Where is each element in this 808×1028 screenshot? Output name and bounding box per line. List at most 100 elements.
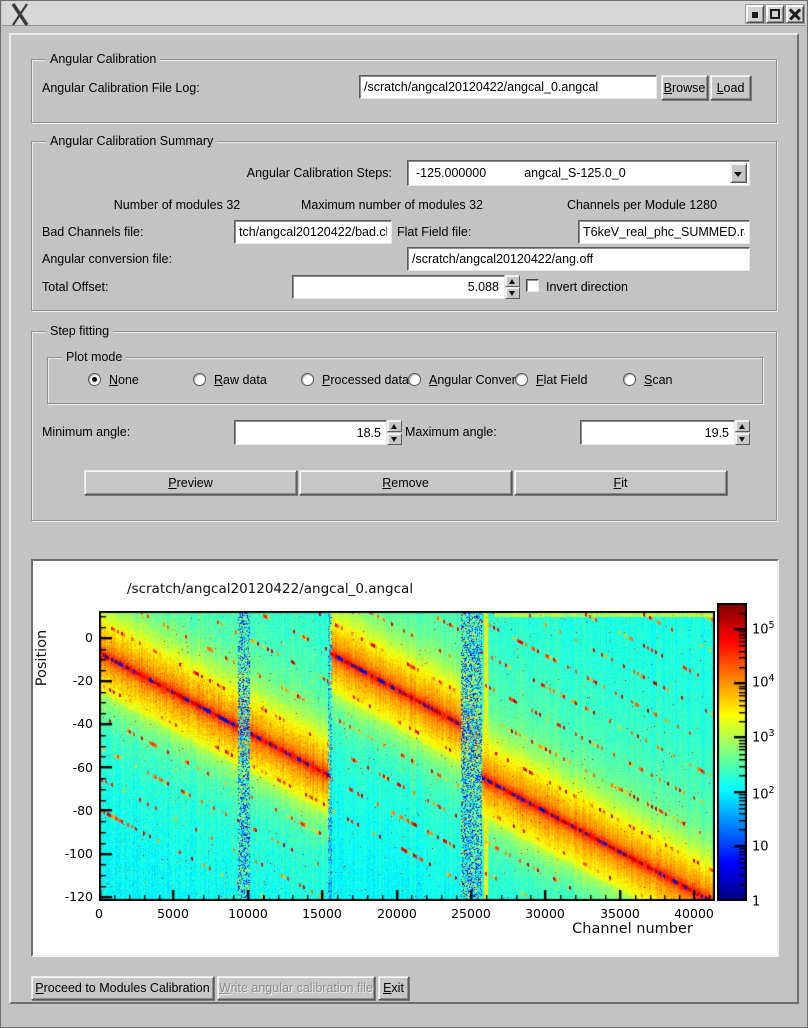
y-tick-label: -20 xyxy=(72,673,93,688)
y-tick-label: -40 xyxy=(72,716,93,731)
x-tick-label: 5000 xyxy=(157,906,189,921)
browse-button[interactable]: Browse xyxy=(661,75,708,100)
spin-up-button[interactable] xyxy=(505,275,520,287)
x-tick-label: 35000 xyxy=(600,906,640,921)
plot-y-axis-label: Position xyxy=(34,629,50,687)
heatmap-canvas xyxy=(99,611,715,901)
write-angular-calibration-file-button: Write angular calibration file xyxy=(217,976,375,1000)
bad-channels-label: Bad Channels file: xyxy=(42,225,144,239)
bad-channels-input[interactable] xyxy=(234,220,392,244)
plot-x-axis-label: Channel number xyxy=(572,921,693,937)
radio-scan[interactable] xyxy=(623,373,636,386)
x-tick-label: 25000 xyxy=(451,906,491,921)
y-tick-label: -100 xyxy=(64,846,93,861)
radio-angular-conversion[interactable] xyxy=(408,373,421,386)
steps-combobox-value: -125.000000 angcal_S-125.0_0 xyxy=(416,166,626,180)
proceed-to-modules-calibration-button[interactable]: Proceed to Modules Calibration xyxy=(31,976,214,1000)
step-fitting-group: Step fitting Plot mode None Raw data Pro… xyxy=(31,324,777,521)
radio-flat-field-label[interactable]: Flat Field xyxy=(536,373,588,387)
triangle-up-icon xyxy=(739,424,745,429)
plot-panel: /scratch/angcal20120422/angcal_0.angcal … xyxy=(31,559,779,957)
radio-processed-data-label[interactable]: Processed data xyxy=(322,373,409,387)
maximize-button[interactable] xyxy=(766,5,784,23)
radio-flat-field[interactable] xyxy=(515,373,528,386)
x-tick-label: 15000 xyxy=(302,906,342,921)
colorbar-tick-label: 102 xyxy=(752,785,775,803)
angular-calibration-group: Angular Calibration Angular Calibration … xyxy=(31,52,777,123)
max-angle-label: Maximum angle: xyxy=(405,425,497,439)
close-icon xyxy=(789,8,801,20)
max-modules-info: Maximum number of modules 32 xyxy=(300,198,484,212)
steps-combobox[interactable]: -125.000000 angcal_S-125.0_0 xyxy=(407,160,750,186)
summary-group: Angular Calibration Summary Angular Cali… xyxy=(31,134,777,311)
spin-up-button[interactable] xyxy=(387,420,402,432)
radio-none[interactable] xyxy=(88,373,101,386)
y-tick-label: -120 xyxy=(64,889,93,904)
plot-mode-group: Plot mode None Raw data Processed data A… xyxy=(47,350,763,404)
spin-down-button[interactable] xyxy=(735,433,750,445)
flat-field-label: Flat Field file: xyxy=(397,225,472,239)
step-fitting-group-title: Step fitting xyxy=(46,324,114,338)
preview-button[interactable]: Preview xyxy=(84,470,297,495)
invert-direction-checkbox[interactable] xyxy=(526,279,539,292)
angular-calibration-group-title: Angular Calibration xyxy=(46,52,161,66)
colorbar-tick-label: 105 xyxy=(752,620,775,638)
remove-button[interactable]: Remove xyxy=(299,470,512,495)
maximize-icon xyxy=(770,9,780,19)
conversion-file-label: Angular conversion file: xyxy=(42,252,172,266)
max-angle-spinner xyxy=(735,420,750,445)
title-bar[interactable] xyxy=(2,1,806,26)
steps-combobox-arrow-button[interactable] xyxy=(730,163,747,183)
invert-direction-label: Invert direction xyxy=(546,280,628,294)
min-angle-label: Minimum angle: xyxy=(42,425,131,439)
file-log-input[interactable] xyxy=(359,75,657,99)
minimize-button[interactable] xyxy=(746,5,764,23)
total-offset-input[interactable] xyxy=(292,275,505,299)
y-tick-label: -60 xyxy=(72,760,93,775)
x-tick-label: 10000 xyxy=(228,906,268,921)
fit-button[interactable]: Fit xyxy=(514,470,727,495)
y-tick-label: -80 xyxy=(72,803,93,818)
triangle-down-icon xyxy=(509,291,515,296)
minimize-icon xyxy=(752,12,758,18)
min-angle-input[interactable] xyxy=(234,420,387,445)
colorbar-tick-label: 1 xyxy=(752,894,761,910)
plot-title: /scratch/angcal20120422/angcal_0.angcal xyxy=(127,581,414,597)
colorbar-tick-label: 103 xyxy=(752,728,775,746)
radio-scan-label[interactable]: Scan xyxy=(644,373,673,387)
x11-logo-icon xyxy=(9,2,31,29)
triangle-up-icon xyxy=(509,279,515,284)
total-offset-spinner xyxy=(505,275,520,299)
spin-up-button[interactable] xyxy=(735,420,750,432)
x-tick-label: 0 xyxy=(95,906,103,921)
triangle-down-icon xyxy=(739,437,745,442)
spin-down-button[interactable] xyxy=(505,287,520,299)
colorbar-canvas xyxy=(717,603,747,901)
summary-group-title: Angular Calibration Summary xyxy=(46,134,218,148)
close-button[interactable] xyxy=(786,5,804,23)
colorbar-tick-label: 104 xyxy=(752,673,775,691)
chevron-down-icon xyxy=(734,172,742,177)
max-angle-input[interactable] xyxy=(580,420,735,445)
flat-field-input[interactable] xyxy=(578,220,750,244)
spin-down-button[interactable] xyxy=(387,433,402,445)
radio-angular-conversion-label[interactable]: Angular Conver xyxy=(429,373,516,387)
y-tick-label: 0 xyxy=(85,630,93,645)
min-angle-spinner xyxy=(387,420,402,445)
total-offset-label: Total Offset: xyxy=(42,280,109,294)
triangle-up-icon xyxy=(391,424,397,429)
radio-raw-data-label[interactable]: Raw data xyxy=(214,373,267,387)
x-tick-label: 40000 xyxy=(674,906,714,921)
file-log-label: Angular Calibration File Log: xyxy=(42,81,200,95)
num-modules-info: Number of modules 32 xyxy=(113,198,241,212)
radio-raw-data[interactable] xyxy=(193,373,206,386)
radio-none-label[interactable]: None xyxy=(109,373,139,387)
triangle-down-icon xyxy=(391,437,397,442)
plot-mode-group-title: Plot mode xyxy=(62,350,127,364)
radio-processed-data[interactable] xyxy=(301,373,314,386)
load-button[interactable]: Load xyxy=(710,75,751,100)
x-tick-label: 30000 xyxy=(525,906,565,921)
conversion-file-input[interactable] xyxy=(407,247,750,271)
exit-button[interactable]: Exit xyxy=(378,976,409,1000)
